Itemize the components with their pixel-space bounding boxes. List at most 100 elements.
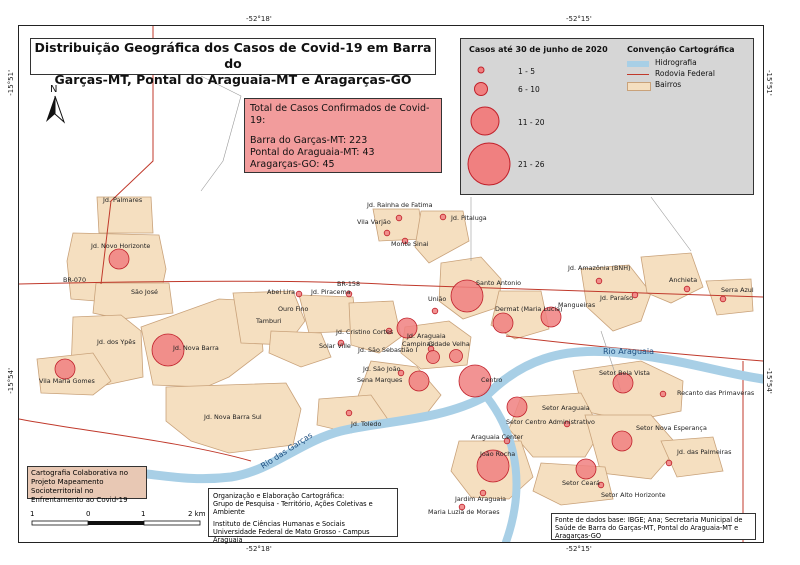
label-dermat-maria-lucia: Dermat (Maria Lucia) — [495, 305, 563, 313]
totals-pontal: Pontal do Araguaia-MT: 43 — [250, 147, 375, 158]
coord-right-2: -15°54' — [765, 368, 773, 394]
bairro-solar-ville — [268, 330, 332, 368]
case-circle-sena-marques — [408, 370, 430, 392]
legend-swatch-hidrografia — [627, 61, 649, 67]
scale-label-1b: 1 — [141, 510, 145, 518]
label-setor-ceara: Setor Ceará — [562, 479, 600, 487]
case-circle-dermat-maria-lucia — [492, 312, 514, 334]
legend-circle-3 — [470, 106, 500, 136]
label-jd-cristino-cortes: Jd. Cristino Cortes — [335, 328, 394, 336]
case-circle-setor-centro-administrativo — [563, 420, 571, 428]
org-line3: Instituto de Ciências Humanas e Sociais — [213, 520, 345, 528]
label-jd-piracema: Jd. Piracema — [310, 288, 351, 296]
case-circle-jd-paraiso — [631, 291, 639, 299]
label-jd-nova-barra-sul: Jd. Nova Barra Sul — [203, 413, 262, 421]
scale-bar: 1 0 1 2 km — [30, 510, 205, 526]
rivers — [96, 346, 763, 542]
north-arrow-icon: N — [46, 84, 66, 124]
road-br-158-north — [100, 26, 154, 285]
label-rio-araguaia: Rio Araguaia — [603, 347, 654, 356]
legend-bairros: Bairros — [655, 80, 682, 89]
case-circle-uniao — [431, 307, 439, 315]
case-circle-joao-rocha — [476, 449, 510, 483]
map-canvas: Rio Araguaia Rio das Garças BR-070 BR-15… — [19, 26, 763, 542]
coord-top-2: -52°15' — [566, 15, 592, 23]
label-jd-toledo: Jd. Toledo — [350, 420, 381, 428]
label-jardim-araguaia: Jardim Araguaia — [454, 495, 506, 503]
road-br-west-south — [19, 418, 252, 462]
label-sena-marques: Sena Marques — [357, 376, 403, 384]
neighborhood-labels: Jd. Palmares Jd. Novo Horizonte São José Jd… — [39, 196, 755, 516]
label-setor-nova-esperanca: Setor Nova Esperança — [636, 424, 707, 432]
label-jd-sao-sebastiao-i: Jd. São Sebastião I — [357, 346, 417, 354]
label-jd-sao-joao: Jd. São João — [362, 365, 401, 373]
case-circle-vila-varjao — [383, 229, 391, 237]
label-maria-luzia-de-moraes: Maria Luzia de Moraes — [428, 508, 500, 516]
legend-class-3: 11 - 20 — [518, 118, 545, 127]
case-circles — [54, 213, 727, 511]
legend-panel: Casos até 30 de junho de 2020 1 - 5 6 - … — [460, 38, 754, 195]
label-ouro-fino: Ouro Fino — [278, 305, 309, 313]
road-br-east — [505, 335, 763, 362]
legend-class-2: 6 - 10 — [518, 85, 540, 94]
legend-class-1: 1 - 5 — [518, 67, 536, 76]
case-circle-jd-nova-barra — [151, 333, 185, 367]
label-solar-ville: Solar Ville — [319, 342, 351, 350]
coord-right-1: -15°51' — [765, 70, 773, 96]
map-title-line1: Distribuição Geográfica dos Casos de Cov… — [34, 40, 432, 71]
case-circle-araguaia-center — [503, 437, 511, 445]
bairro-nova-esperanca — [584, 414, 680, 480]
label-jd-pitaluga: Jd. Pitaluga — [450, 214, 487, 222]
rio-araguaia-path — [481, 346, 763, 401]
map-title: Distribuição Geográfica dos Casos de Cov… — [30, 38, 436, 87]
label-vila-maria-gomes: Vila Maria Gomes — [39, 377, 96, 385]
label-monte-sinai: Monte Sinai — [391, 240, 429, 248]
legend-cases-title: Casos até 30 de junho de 2020 — [469, 45, 608, 54]
label-jd-das-palmeiras: Jd. das Palmeiras — [676, 448, 732, 456]
legend-rodovia: Rodovia Federal — [655, 69, 715, 78]
case-circle-recanto-das-primaveras — [659, 390, 667, 398]
legend-convention-title: Convenção Cartográfica — [627, 45, 735, 54]
label-joao-rocha: João Rocha — [479, 450, 515, 458]
bairro-cristino-cortes — [348, 300, 402, 354]
case-circle-jd-rainha-de-fatima — [395, 214, 403, 222]
coord-top-1: -52°18' — [246, 15, 272, 23]
case-circle-jd-sao-joao — [397, 369, 405, 377]
case-circle-jd-araguaia — [396, 317, 418, 339]
org-line1: Organização e Elaboração Cartográfica: — [213, 492, 345, 500]
totals-box: Total de Casos Confirmados de Covid-19: … — [244, 98, 442, 173]
north-label: N — [50, 84, 57, 95]
coord-left-1: -15°51' — [7, 70, 15, 96]
label-setor-alto-horizonte: Setor Alto Horizonte — [601, 491, 666, 499]
minor-roads — [200, 75, 692, 392]
label-setor-araguaia: Setor Araguaia — [542, 404, 590, 412]
label-jd-dos-ypes: Jd. dos Ypês — [96, 338, 136, 346]
scale-label-0: 0 — [86, 510, 90, 518]
legend-swatch-bairros — [627, 82, 651, 91]
legend-class-4: 21 - 26 — [518, 160, 545, 169]
label-centro: Centro — [481, 376, 502, 384]
case-circle-setor-nova-esperanca — [611, 430, 633, 452]
label-serra-azul: Serra Azul — [721, 286, 754, 294]
bairro-jd-das-palmeiras — [660, 436, 724, 478]
totals-aragarcas: Aragarças-GO: 45 — [250, 159, 335, 170]
case-circle-centro — [458, 364, 492, 398]
label-jd-nova-barra: Jd. Nova Barra — [172, 344, 219, 352]
label-jd-amazonia-bnh: Jd. Amazônia (BNH) — [567, 264, 631, 272]
label-br-070: BR-070 — [63, 276, 86, 284]
label-jd-araguaia: Jd. Araguaia — [406, 332, 446, 340]
case-circle-campinas — [426, 350, 440, 364]
rio-das-garcas-path — [96, 391, 491, 484]
label-santo-antonio: Santo Antonio — [476, 279, 521, 287]
case-circle-vila-maria-gomes — [54, 358, 76, 380]
bairro-sao-jose — [92, 282, 174, 320]
legend-circle-4 — [467, 142, 511, 186]
totals-heading: Total de Casos Confirmados de Covid-19: — [250, 103, 430, 126]
label-vila-varjao: Vila Varjão — [357, 218, 391, 226]
case-circle-monte-sinai — [401, 237, 409, 245]
bairro-serra-azul — [705, 278, 754, 316]
label-mangueiras: Mangueiras — [558, 301, 596, 309]
case-circle-jd-amazonia-bnh — [595, 277, 603, 285]
totals-barra: Barra do Garças-MT: 223 — [250, 135, 368, 146]
case-circle-jd-toledo — [345, 409, 353, 417]
